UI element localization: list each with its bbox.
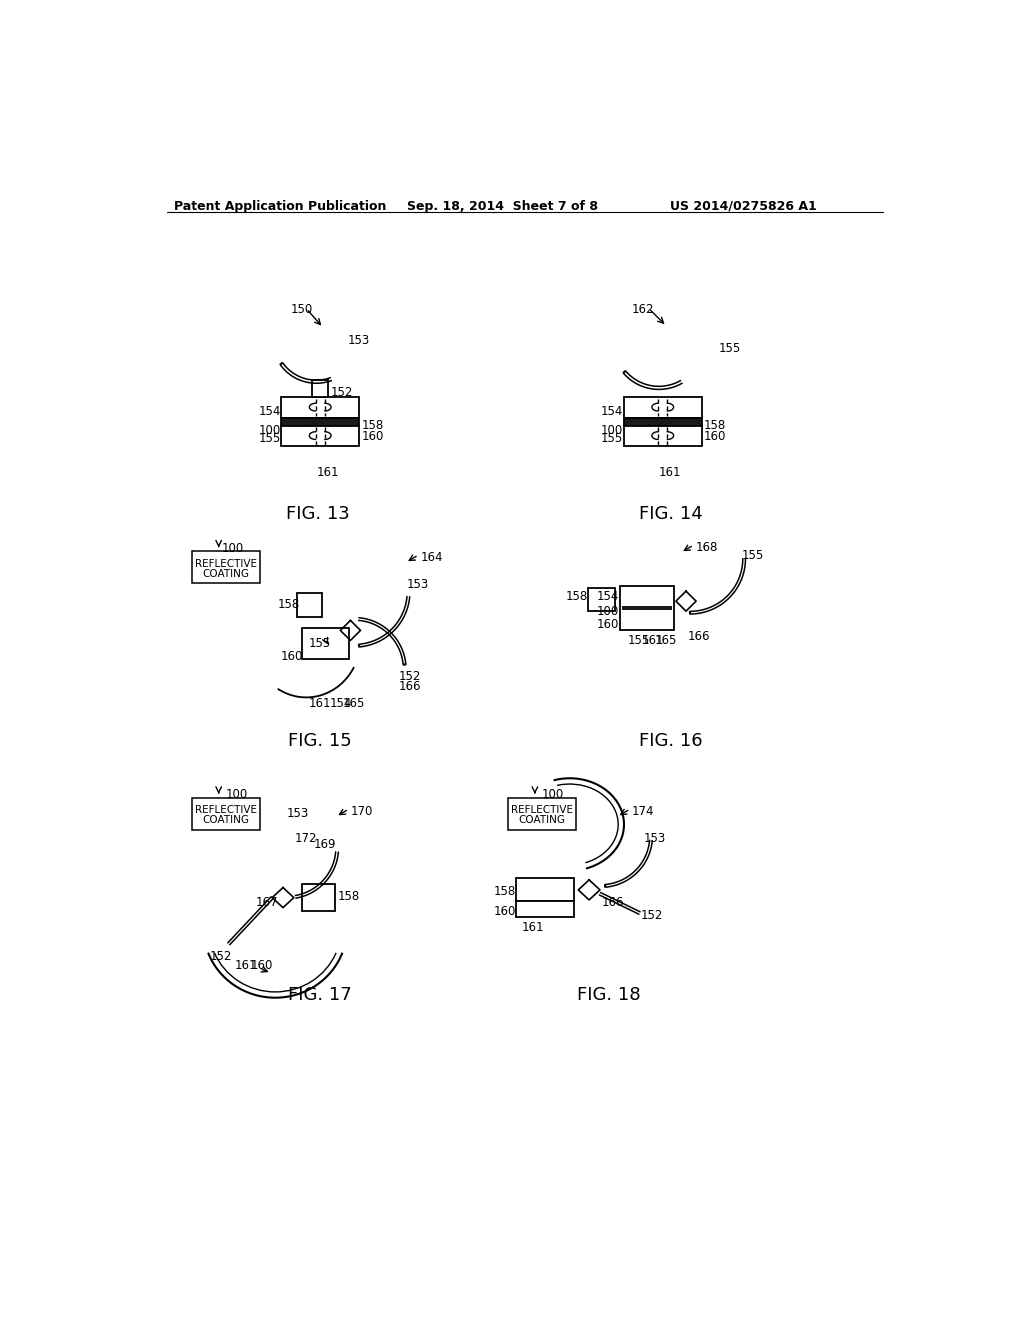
Text: 154: 154 xyxy=(330,697,352,710)
Text: 155: 155 xyxy=(308,638,331,651)
Bar xyxy=(191,797,260,830)
Text: 158: 158 xyxy=(703,420,726,433)
Text: 174: 174 xyxy=(632,805,654,818)
Text: US 2014/0275826 A1: US 2014/0275826 A1 xyxy=(671,199,817,213)
Text: FIG. 16: FIG. 16 xyxy=(639,733,702,750)
Text: 161: 161 xyxy=(234,960,257,973)
Bar xyxy=(282,418,359,425)
Text: 166: 166 xyxy=(687,631,710,643)
Text: 172: 172 xyxy=(295,832,317,845)
Text: 100: 100 xyxy=(542,788,564,801)
Bar xyxy=(515,902,573,917)
Text: 100: 100 xyxy=(601,424,623,437)
Text: 155: 155 xyxy=(719,342,740,355)
Text: 158: 158 xyxy=(494,884,516,898)
Text: 162: 162 xyxy=(632,304,654,317)
Text: 100: 100 xyxy=(225,788,248,801)
Text: 161: 161 xyxy=(658,466,681,479)
Text: 160: 160 xyxy=(703,430,726,444)
Text: 160: 160 xyxy=(361,430,384,444)
Bar xyxy=(297,594,322,616)
Text: 158: 158 xyxy=(566,590,588,603)
Bar xyxy=(302,628,349,659)
Bar xyxy=(624,425,701,446)
Text: 154: 154 xyxy=(258,405,281,418)
Text: 160: 160 xyxy=(597,618,620,631)
Text: 160: 160 xyxy=(281,649,303,663)
Text: COATING: COATING xyxy=(202,569,249,578)
Text: 161: 161 xyxy=(521,921,544,933)
Text: 158: 158 xyxy=(337,890,359,903)
Text: 170: 170 xyxy=(350,805,373,818)
Text: 169: 169 xyxy=(314,837,337,850)
Text: 158: 158 xyxy=(278,598,300,611)
Text: FIG. 14: FIG. 14 xyxy=(639,506,702,523)
Text: 168: 168 xyxy=(695,541,718,554)
Text: 152: 152 xyxy=(209,950,231,964)
Text: REFLECTIVE: REFLECTIVE xyxy=(195,805,257,816)
Text: 166: 166 xyxy=(601,896,624,909)
Text: 160: 160 xyxy=(251,960,272,973)
Text: 100: 100 xyxy=(597,605,620,618)
Text: 155: 155 xyxy=(628,635,650,647)
Bar xyxy=(623,606,672,610)
Text: 153: 153 xyxy=(287,807,309,820)
Text: FIG. 13: FIG. 13 xyxy=(286,506,350,523)
Text: 158: 158 xyxy=(361,420,384,433)
Text: COATING: COATING xyxy=(202,816,249,825)
Text: 161: 161 xyxy=(308,697,331,710)
Text: 154: 154 xyxy=(601,405,624,418)
Bar xyxy=(191,552,260,583)
Text: Sep. 18, 2014  Sheet 7 of 8: Sep. 18, 2014 Sheet 7 of 8 xyxy=(407,199,598,213)
Bar xyxy=(588,589,614,611)
Text: 160: 160 xyxy=(494,906,516,919)
Text: 100: 100 xyxy=(222,543,244,554)
Bar xyxy=(624,397,701,418)
Text: 153: 153 xyxy=(407,578,428,591)
Text: REFLECTIVE: REFLECTIVE xyxy=(511,805,572,816)
Bar xyxy=(508,797,575,830)
Text: 167: 167 xyxy=(256,896,279,909)
Text: 155: 155 xyxy=(601,432,623,445)
Text: 100: 100 xyxy=(258,424,281,437)
Text: 161: 161 xyxy=(316,466,339,479)
Bar xyxy=(282,425,359,446)
Text: 153: 153 xyxy=(347,334,370,347)
Text: 152: 152 xyxy=(641,909,664,923)
Bar xyxy=(515,878,573,902)
Text: 153: 153 xyxy=(643,832,666,845)
Bar xyxy=(312,380,328,397)
Bar xyxy=(282,397,359,418)
Text: 154: 154 xyxy=(597,590,620,603)
Text: 165: 165 xyxy=(655,635,677,647)
Text: COATING: COATING xyxy=(518,816,565,825)
Text: FIG. 15: FIG. 15 xyxy=(289,733,352,750)
Text: 165: 165 xyxy=(343,697,365,710)
Text: 164: 164 xyxy=(421,552,443,564)
Text: 150: 150 xyxy=(291,304,313,317)
Text: 152: 152 xyxy=(398,671,421,684)
Text: FIG. 17: FIG. 17 xyxy=(289,986,352,1005)
Text: 152: 152 xyxy=(331,387,353,400)
Text: 155: 155 xyxy=(741,549,764,562)
Text: REFLECTIVE: REFLECTIVE xyxy=(195,558,257,569)
Bar xyxy=(624,418,701,425)
Bar xyxy=(302,884,335,911)
Text: FIG. 18: FIG. 18 xyxy=(577,986,640,1005)
Bar xyxy=(621,586,675,631)
Text: 166: 166 xyxy=(398,681,421,693)
Text: Patent Application Publication: Patent Application Publication xyxy=(174,199,387,213)
Text: 161: 161 xyxy=(642,635,665,647)
Text: 155: 155 xyxy=(258,432,281,445)
